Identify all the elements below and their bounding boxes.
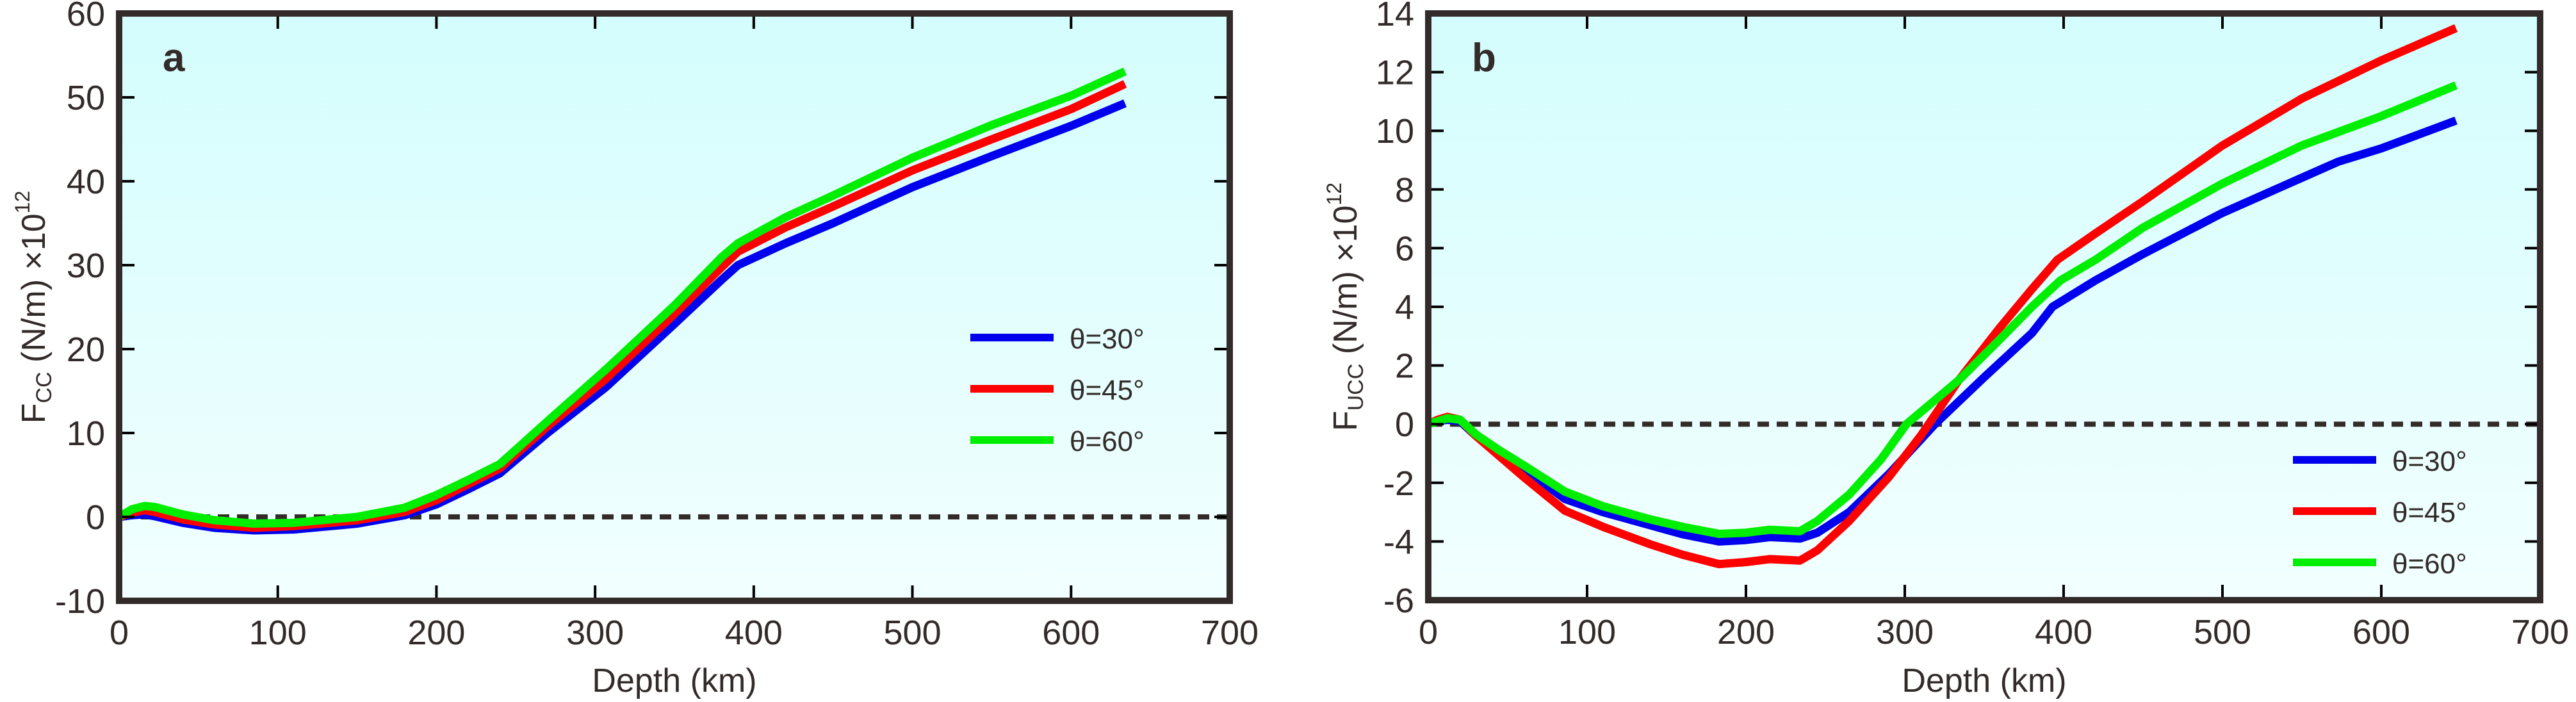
legend: θ=30° θ=45° θ=60° (2293, 446, 2467, 580)
x-tick-label: 400 (2035, 613, 2092, 651)
y-tick-label: 20 (67, 331, 105, 369)
panel-label: a (163, 36, 185, 80)
legend: θ=30° θ=45° θ=60° (970, 323, 1145, 457)
y-axis-title-subscript: UCC (1344, 364, 1368, 411)
y-tick-label: 0 (1395, 405, 1414, 444)
panel-a: 0 100 200 300 400 500 600 700-100102030405060θ=… (11, 0, 1259, 699)
y-tick-label: 14 (1376, 0, 1414, 33)
series-line-60deg (1427, 81, 2458, 538)
y-axis-title-text: FUCC (N/m) ×1012 (1323, 183, 1368, 431)
series-line-60deg (117, 67, 1127, 528)
panel-b: 0 100 200 300 400 500 600 700 -6 -4 -2 0 2 4 6 8 10 12 14 θ… (1323, 0, 2569, 699)
y-axis-title-text: FCC (N/m) ×1012 (11, 191, 56, 424)
y-tick-label: -4 (1383, 523, 1414, 561)
x-tick-label: 600 (1042, 614, 1100, 652)
y-tick-label: 12 (1376, 54, 1414, 92)
y-axis-title: FUCC (N/m) ×1012 (1323, 183, 1368, 431)
y-axis-title-base: F (1327, 411, 1364, 431)
y-tick-label: 6 (1395, 229, 1414, 268)
x-tick-label: 300 (1876, 613, 1934, 651)
x-tick-label: 100 (249, 614, 307, 652)
y-tick-label: 10 (67, 414, 105, 453)
y-axis-title-base: F (15, 404, 53, 424)
x-axis-title: Depth (km) (1902, 662, 2066, 699)
axes-frame (1425, 10, 2543, 603)
x-tick-label: 500 (884, 614, 942, 652)
x-tick-label: 0 (110, 614, 129, 652)
y-axis-title: FCC (N/m) ×1012 (11, 191, 56, 424)
legend-label: θ=45° (1070, 375, 1145, 406)
y-tick-label: 30 (67, 247, 105, 285)
y-tick-label: -10 (55, 582, 105, 621)
x-tick-label: 700 (1201, 614, 1259, 652)
x-tick-label: 300 (566, 614, 624, 652)
x-tick-label: 600 (2352, 613, 2410, 651)
x-tick-label: 700 (2511, 613, 2569, 651)
legend-label: θ=30° (2392, 446, 2467, 477)
y-axis-title-unit: (N/m) ×10 (15, 213, 53, 371)
y-axis-title-subscript: CC (32, 371, 56, 403)
y-tick-label: 4 (1395, 288, 1414, 327)
y-tick-label: -2 (1383, 464, 1414, 503)
legend-label: θ=30° (1070, 323, 1145, 355)
x-tick-label: 100 (1558, 613, 1616, 651)
y-tick-label: -6 (1383, 582, 1414, 620)
y-tick-label: 60 (67, 0, 105, 33)
x-tick-label: 400 (725, 614, 783, 652)
y-axis-title-superscript: 12 (1323, 183, 1346, 206)
x-axis-title: Depth (km) (592, 662, 756, 699)
y-axis-title-unit: (N/m) ×10 (1327, 206, 1364, 364)
x-tick-label: 0 (1419, 613, 1438, 651)
legend-label: θ=45° (2392, 497, 2467, 528)
y-tick-label: 0 (86, 498, 105, 537)
plot-background (1428, 13, 2540, 600)
y-axis-title-superscript: 12 (11, 191, 34, 214)
y-tick-label: 50 (67, 79, 105, 117)
x-tick-label: 200 (407, 614, 465, 652)
plot-area: 0 100 200 300 400 500 600 700-100102030405060θ=… (55, 0, 1259, 652)
legend-label: θ=60° (2392, 548, 2467, 580)
y-tick-label: 40 (67, 163, 105, 201)
plot-area: 0 100 200 300 400 500 600 700 -6 -4 -2 0 2 4 6 8 10 12 14 θ… (1376, 0, 2569, 651)
x-tick-label: 200 (1717, 613, 1775, 651)
legend-label: θ=60° (1070, 426, 1145, 457)
axes-frame (116, 10, 1233, 604)
y-tick-label: 8 (1395, 171, 1414, 209)
panel-label: b (1472, 36, 1496, 80)
y-tick-label: 2 (1395, 347, 1414, 386)
x-tick-label: 500 (2194, 613, 2251, 651)
y-tick-label: 10 (1376, 112, 1414, 151)
